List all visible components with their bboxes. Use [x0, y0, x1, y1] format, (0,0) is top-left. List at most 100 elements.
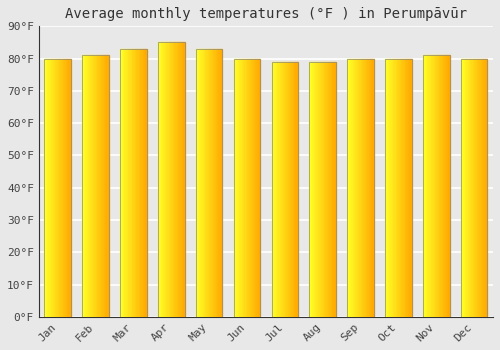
Bar [234, 58, 260, 317]
Bar [82, 55, 109, 317]
Bar [465, 58, 466, 317]
Bar [54, 58, 55, 317]
Bar [296, 62, 297, 317]
Bar [182, 42, 183, 317]
Bar [392, 58, 393, 317]
Bar [315, 62, 316, 317]
Bar [272, 62, 298, 317]
Bar [348, 58, 350, 317]
Bar [388, 58, 389, 317]
Bar [70, 58, 71, 317]
Bar [385, 58, 386, 317]
Bar [448, 55, 450, 317]
Bar [404, 58, 405, 317]
Bar [160, 42, 162, 317]
Bar [96, 55, 97, 317]
Bar [244, 58, 246, 317]
Bar [236, 58, 238, 317]
Bar [278, 62, 280, 317]
Bar [486, 58, 488, 317]
Bar [166, 42, 168, 317]
Bar [288, 62, 289, 317]
Bar [142, 49, 144, 317]
Bar [318, 62, 320, 317]
Bar [320, 62, 322, 317]
Bar [430, 55, 431, 317]
Bar [176, 42, 178, 317]
Bar [120, 49, 146, 317]
Bar [46, 58, 47, 317]
Bar [248, 58, 250, 317]
Bar [239, 58, 240, 317]
Bar [443, 55, 444, 317]
Bar [477, 58, 478, 317]
Bar [131, 49, 132, 317]
Bar [324, 62, 326, 317]
Bar [178, 42, 179, 317]
Bar [289, 62, 290, 317]
Bar [366, 58, 367, 317]
Bar [423, 55, 450, 317]
Bar [251, 58, 252, 317]
Bar [213, 49, 214, 317]
Bar [348, 58, 374, 317]
Bar [348, 58, 374, 317]
Bar [217, 49, 218, 317]
Bar [426, 55, 427, 317]
Bar [127, 49, 128, 317]
Bar [310, 62, 336, 317]
Bar [196, 49, 222, 317]
Bar [102, 55, 104, 317]
Bar [196, 49, 197, 317]
Bar [410, 58, 412, 317]
Bar [250, 58, 251, 317]
Bar [478, 58, 480, 317]
Bar [352, 58, 354, 317]
Bar [446, 55, 447, 317]
Bar [50, 58, 51, 317]
Bar [277, 62, 278, 317]
Bar [431, 55, 432, 317]
Bar [274, 62, 276, 317]
Bar [106, 55, 108, 317]
Bar [406, 58, 408, 317]
Bar [254, 58, 255, 317]
Bar [435, 55, 436, 317]
Bar [221, 49, 222, 317]
Bar [474, 58, 476, 317]
Bar [85, 55, 86, 317]
Bar [234, 58, 235, 317]
Bar [158, 42, 184, 317]
Bar [174, 42, 176, 317]
Bar [258, 58, 259, 317]
Bar [470, 58, 472, 317]
Bar [98, 55, 100, 317]
Bar [58, 58, 59, 317]
Bar [282, 62, 284, 317]
Bar [314, 62, 315, 317]
Bar [126, 49, 127, 317]
Bar [202, 49, 204, 317]
Bar [104, 55, 105, 317]
Bar [93, 55, 94, 317]
Bar [138, 49, 140, 317]
Bar [180, 42, 182, 317]
Bar [334, 62, 336, 317]
Bar [59, 58, 60, 317]
Bar [364, 58, 366, 317]
Bar [400, 58, 401, 317]
Bar [201, 49, 202, 317]
Bar [363, 58, 364, 317]
Bar [255, 58, 256, 317]
Bar [135, 49, 136, 317]
Bar [409, 58, 410, 317]
Bar [358, 58, 359, 317]
Bar [428, 55, 430, 317]
Bar [436, 55, 438, 317]
Bar [359, 58, 360, 317]
Bar [256, 58, 258, 317]
Bar [158, 42, 184, 317]
Bar [170, 42, 172, 317]
Bar [401, 58, 402, 317]
Bar [51, 58, 52, 317]
